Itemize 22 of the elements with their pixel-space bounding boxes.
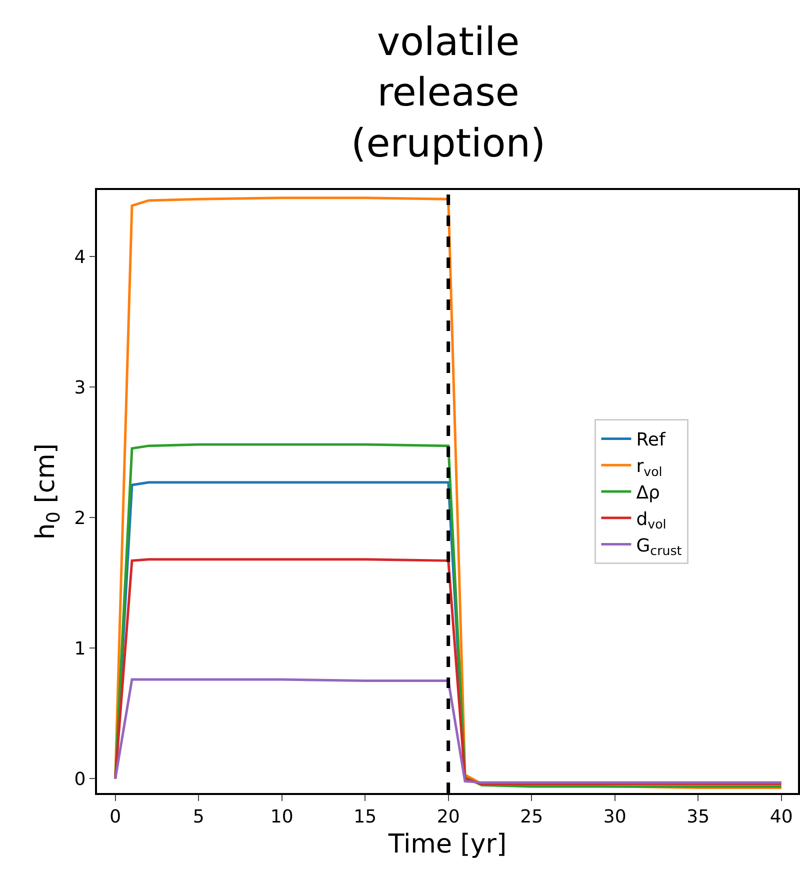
x-tick-label: 10 <box>270 806 294 828</box>
legend-label: r$_{vol}$ <box>636 456 662 479</box>
legend-label: Ref <box>636 430 666 451</box>
legend-label: G$_{crust}$ <box>636 535 682 558</box>
x-axis-title: Time [yr] <box>387 830 507 860</box>
line-series <box>114 678 783 784</box>
y-tick-label: 3 <box>74 377 86 398</box>
legend-label: Δρ <box>636 482 660 504</box>
x-tick-label: 40 <box>770 806 793 828</box>
x-tick-label: 0 <box>110 806 122 828</box>
x-tick-label: 20 <box>436 806 460 828</box>
x-tick-label: 5 <box>192 806 204 828</box>
legend-label: d$_{vol}$ <box>636 508 666 532</box>
y-tick-label: 1 <box>74 638 86 660</box>
x-tick-label: 25 <box>520 806 544 828</box>
y-tick-label: 2 <box>74 508 86 529</box>
y-tick-label: 4 <box>74 246 86 268</box>
x-tick-label: 30 <box>603 806 626 828</box>
x-tick-label: 15 <box>354 806 377 828</box>
x-tick-label: 35 <box>686 806 710 828</box>
y-tick-label: 0 <box>74 768 86 790</box>
ref-line-label: volatile release (eruption) <box>351 20 546 166</box>
